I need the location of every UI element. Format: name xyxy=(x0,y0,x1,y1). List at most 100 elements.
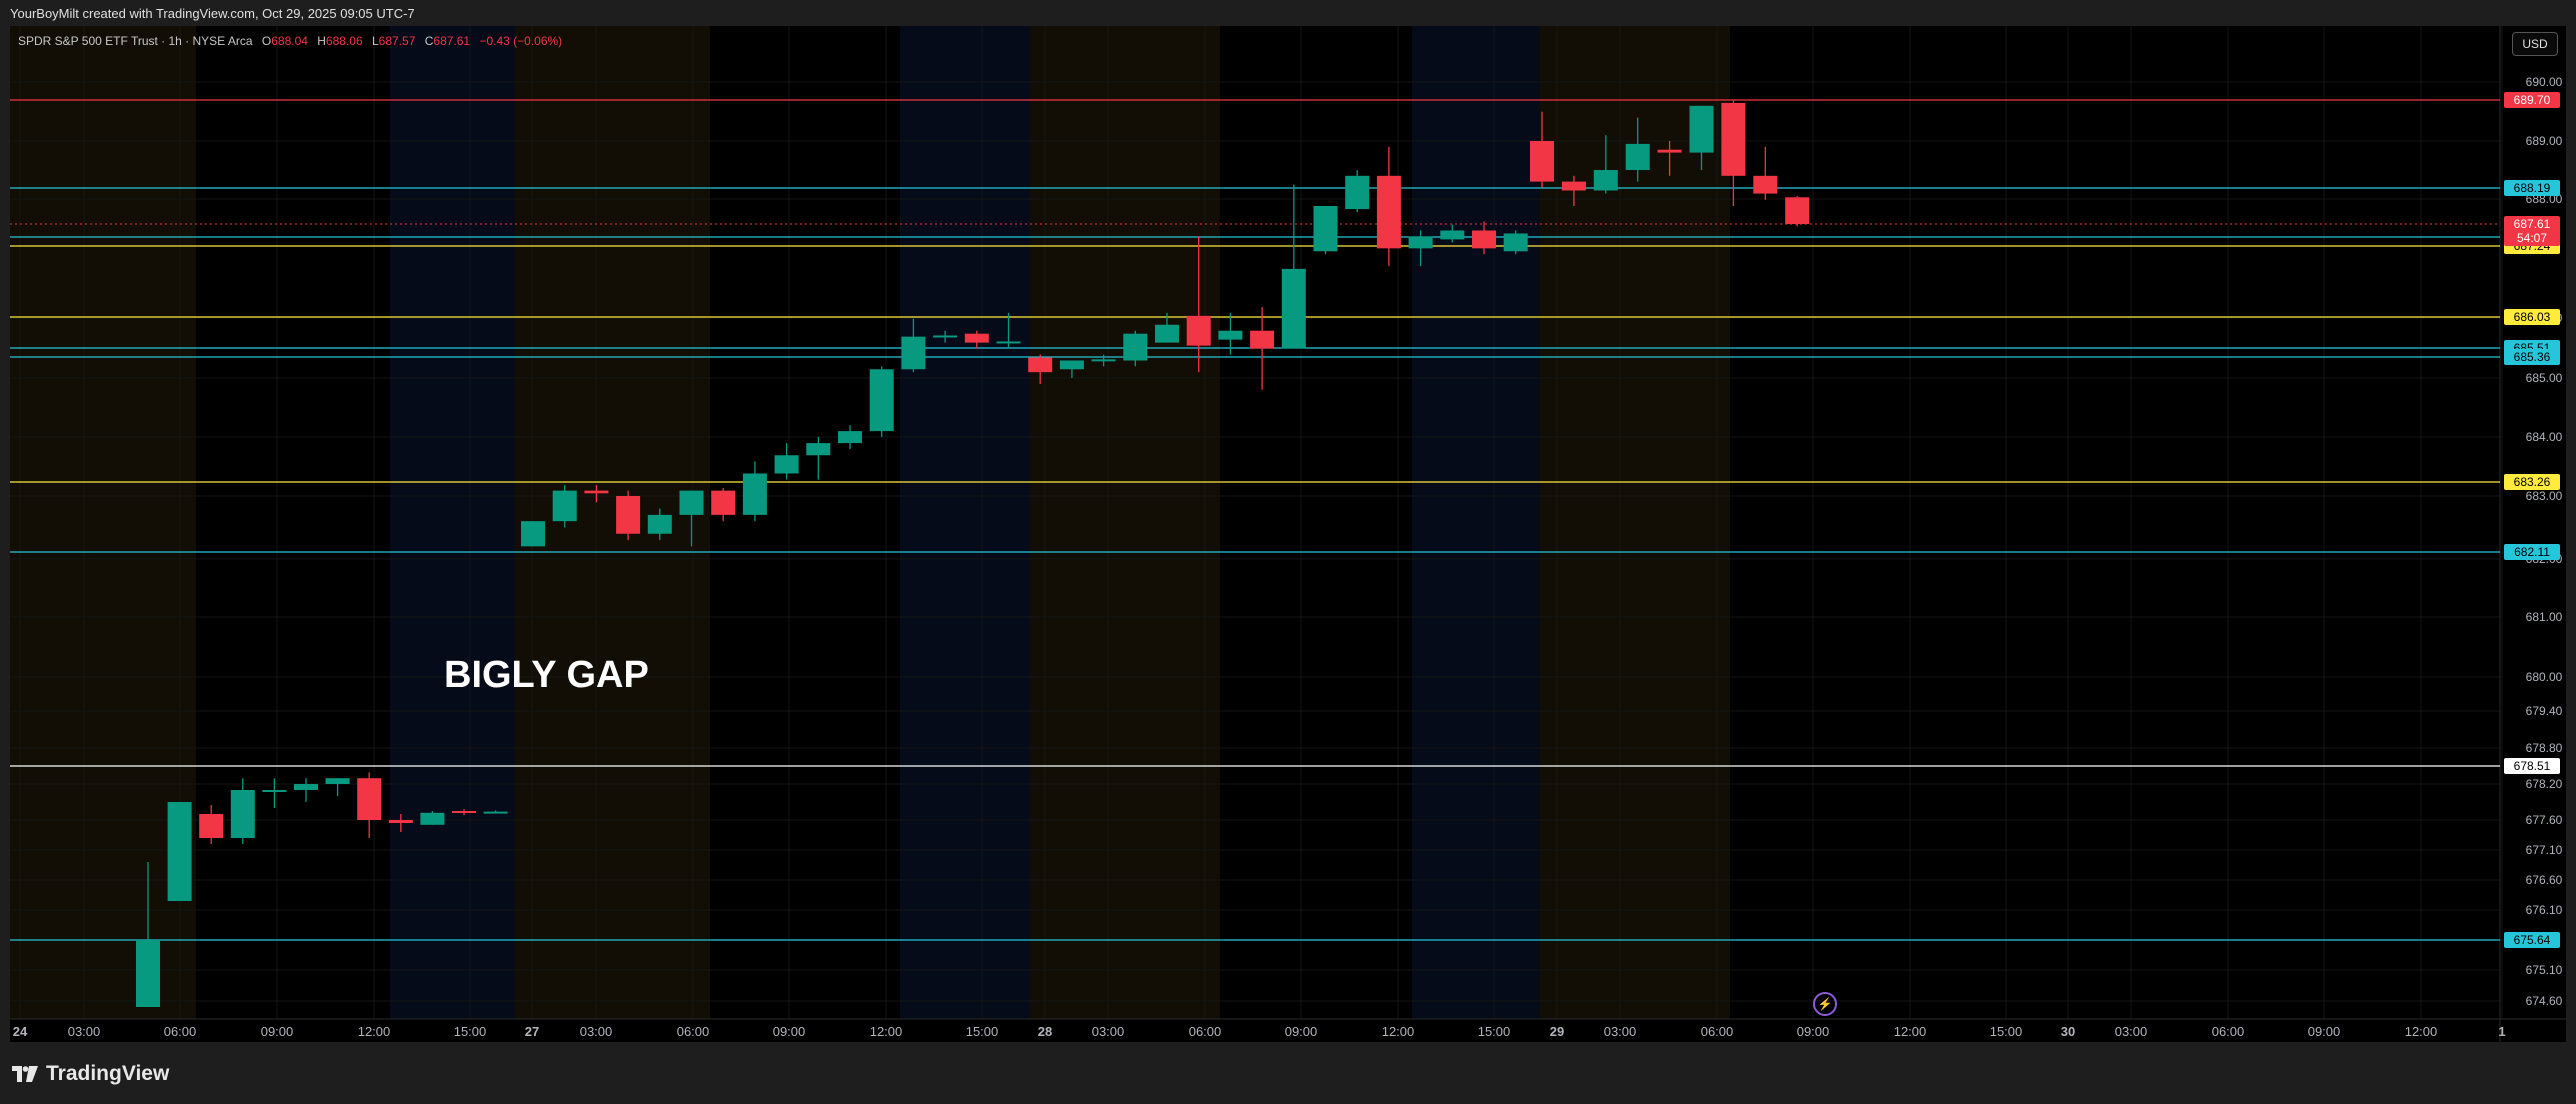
candle-body[interactable] xyxy=(388,820,413,823)
candle-body[interactable] xyxy=(1123,333,1148,361)
candle-body[interactable] xyxy=(1313,206,1338,252)
price-tick-label: 681.00 xyxy=(2526,610,2563,624)
low-label: L xyxy=(371,34,379,48)
currency-button[interactable]: USD xyxy=(2512,32,2558,56)
level-price-tag: 688.19 xyxy=(2514,181,2551,195)
time-tick-label: 24 xyxy=(13,1024,28,1039)
candle-body[interactable] xyxy=(901,336,926,370)
bar-countdown-tag: 54:07 xyxy=(2517,231,2547,245)
time-tick-label: 06:00 xyxy=(1189,1024,1222,1039)
time-tick-label: 06:00 xyxy=(677,1024,710,1039)
candle-body[interactable] xyxy=(1345,175,1370,210)
candle-body[interactable] xyxy=(679,490,704,515)
time-tick-label: 30 xyxy=(2061,1024,2075,1039)
candle-body[interactable] xyxy=(1281,268,1306,349)
level-price-tag-bg xyxy=(2504,349,2560,365)
candle-body[interactable] xyxy=(1059,360,1084,370)
time-tick-label: 06:00 xyxy=(1701,1024,1734,1039)
time-tick-label: 1 xyxy=(2498,1024,2505,1039)
candle-body[interactable] xyxy=(616,496,641,534)
candle-body[interactable] xyxy=(199,814,224,838)
level-price-tag: 683.26 xyxy=(2514,475,2551,489)
price-tick-label: 674.60 xyxy=(2526,994,2563,1008)
session-band xyxy=(515,26,710,1019)
level-price-tag-bg xyxy=(2504,309,2560,325)
session-band xyxy=(1412,26,1540,1019)
candle-body[interactable] xyxy=(1155,324,1179,343)
candle-body[interactable] xyxy=(521,521,545,547)
time-tick-label: 09:00 xyxy=(773,1024,806,1039)
candle-body[interactable] xyxy=(647,514,672,534)
candle-body[interactable] xyxy=(1440,230,1465,240)
candle-body[interactable] xyxy=(933,335,958,338)
chart-canvas[interactable]: 690.00689.00688.00686.00685.00684.00683.… xyxy=(10,26,2566,1042)
price-tick-label: 676.10 xyxy=(2526,903,2563,917)
candle-body[interactable] xyxy=(1625,143,1650,171)
candle-body[interactable] xyxy=(262,790,287,792)
price-tick-label: 689.00 xyxy=(2526,134,2563,148)
candle-body[interactable] xyxy=(1561,181,1586,191)
text-annotation[interactable]: BIGLY GAP xyxy=(444,654,649,696)
symbol-legend: SPDR S&P 500 ETF Trust · 1h · NYSE Arca … xyxy=(18,34,562,48)
candle-body[interactable] xyxy=(357,778,382,820)
time-tick-label: 09:00 xyxy=(261,1024,294,1039)
time-tick-label: 03:00 xyxy=(1092,1024,1125,1039)
candle-body[interactable] xyxy=(1408,236,1433,249)
candle-body[interactable] xyxy=(325,778,350,784)
candle-body[interactable] xyxy=(1472,230,1496,249)
candle-body[interactable] xyxy=(136,940,160,1007)
candle-body[interactable] xyxy=(294,784,318,790)
time-tick-label: 06:00 xyxy=(164,1024,197,1039)
candle-body[interactable] xyxy=(1218,330,1243,340)
time-tick-label: 06:00 xyxy=(2212,1024,2245,1039)
candle-body[interactable] xyxy=(552,490,577,522)
level-price-tag: 689.70 xyxy=(2514,93,2551,107)
candle-body[interactable] xyxy=(742,473,767,515)
candle-body[interactable] xyxy=(230,790,255,838)
candle-body[interactable] xyxy=(420,812,445,825)
candle-body[interactable] xyxy=(964,333,989,343)
candle-body[interactable] xyxy=(1186,315,1211,346)
candle-body[interactable] xyxy=(1028,357,1053,373)
candle-body[interactable] xyxy=(1091,359,1116,362)
high-label: H xyxy=(317,34,326,48)
session-band xyxy=(390,26,515,1019)
close-label: C xyxy=(424,34,434,48)
candle-body[interactable] xyxy=(584,490,609,494)
bar-countdown-tag-bg xyxy=(2504,230,2560,246)
price-tick-label: 690.00 xyxy=(2526,75,2563,89)
time-tick-label: 15:00 xyxy=(966,1024,999,1039)
symbol-name: SPDR S&P 500 ETF Trust · 1h · NYSE Arca xyxy=(18,34,253,48)
level-price-tag: 685.36 xyxy=(2514,350,2551,364)
candle-body[interactable] xyxy=(806,443,831,456)
time-tick-label: 09:00 xyxy=(1285,1024,1318,1039)
candle-body[interactable] xyxy=(1376,175,1401,249)
candle-body[interactable] xyxy=(996,341,1021,344)
candle-body[interactable] xyxy=(1503,233,1528,252)
time-tick-label: 12:00 xyxy=(1382,1024,1415,1039)
candle-body[interactable] xyxy=(452,811,476,813)
candle-body[interactable] xyxy=(1530,141,1554,182)
candle-body[interactable] xyxy=(1785,197,1810,224)
footer-bar: TradingView xyxy=(0,1042,2576,1104)
candle-body[interactable] xyxy=(1657,149,1682,153)
lightning-icon[interactable]: ⚡ xyxy=(1813,992,1837,1016)
candle-body[interactable] xyxy=(774,455,799,474)
level-price-tag-bg xyxy=(2504,932,2560,948)
candle-body[interactable] xyxy=(869,369,894,432)
candle-body[interactable] xyxy=(1593,170,1618,191)
candle-body[interactable] xyxy=(711,490,736,515)
candle-body[interactable] xyxy=(1689,105,1714,153)
price-chart[interactable]: 690.00689.00688.00686.00685.00684.00683.… xyxy=(10,26,2566,1042)
level-price-tag-bg xyxy=(2504,544,2560,560)
time-tick-label: 15:00 xyxy=(1990,1024,2023,1039)
low-value: 687.57 xyxy=(378,34,416,48)
candle-body[interactable] xyxy=(483,811,508,814)
candle-body[interactable] xyxy=(1721,102,1746,176)
candle-body[interactable] xyxy=(838,431,862,444)
candle-body[interactable] xyxy=(1753,175,1778,194)
last-price-tag-bg xyxy=(2504,216,2560,232)
candle-body[interactable] xyxy=(1250,330,1275,349)
tradingview-logo[interactable]: TradingView xyxy=(12,1062,169,1086)
candle-body[interactable] xyxy=(167,802,192,901)
